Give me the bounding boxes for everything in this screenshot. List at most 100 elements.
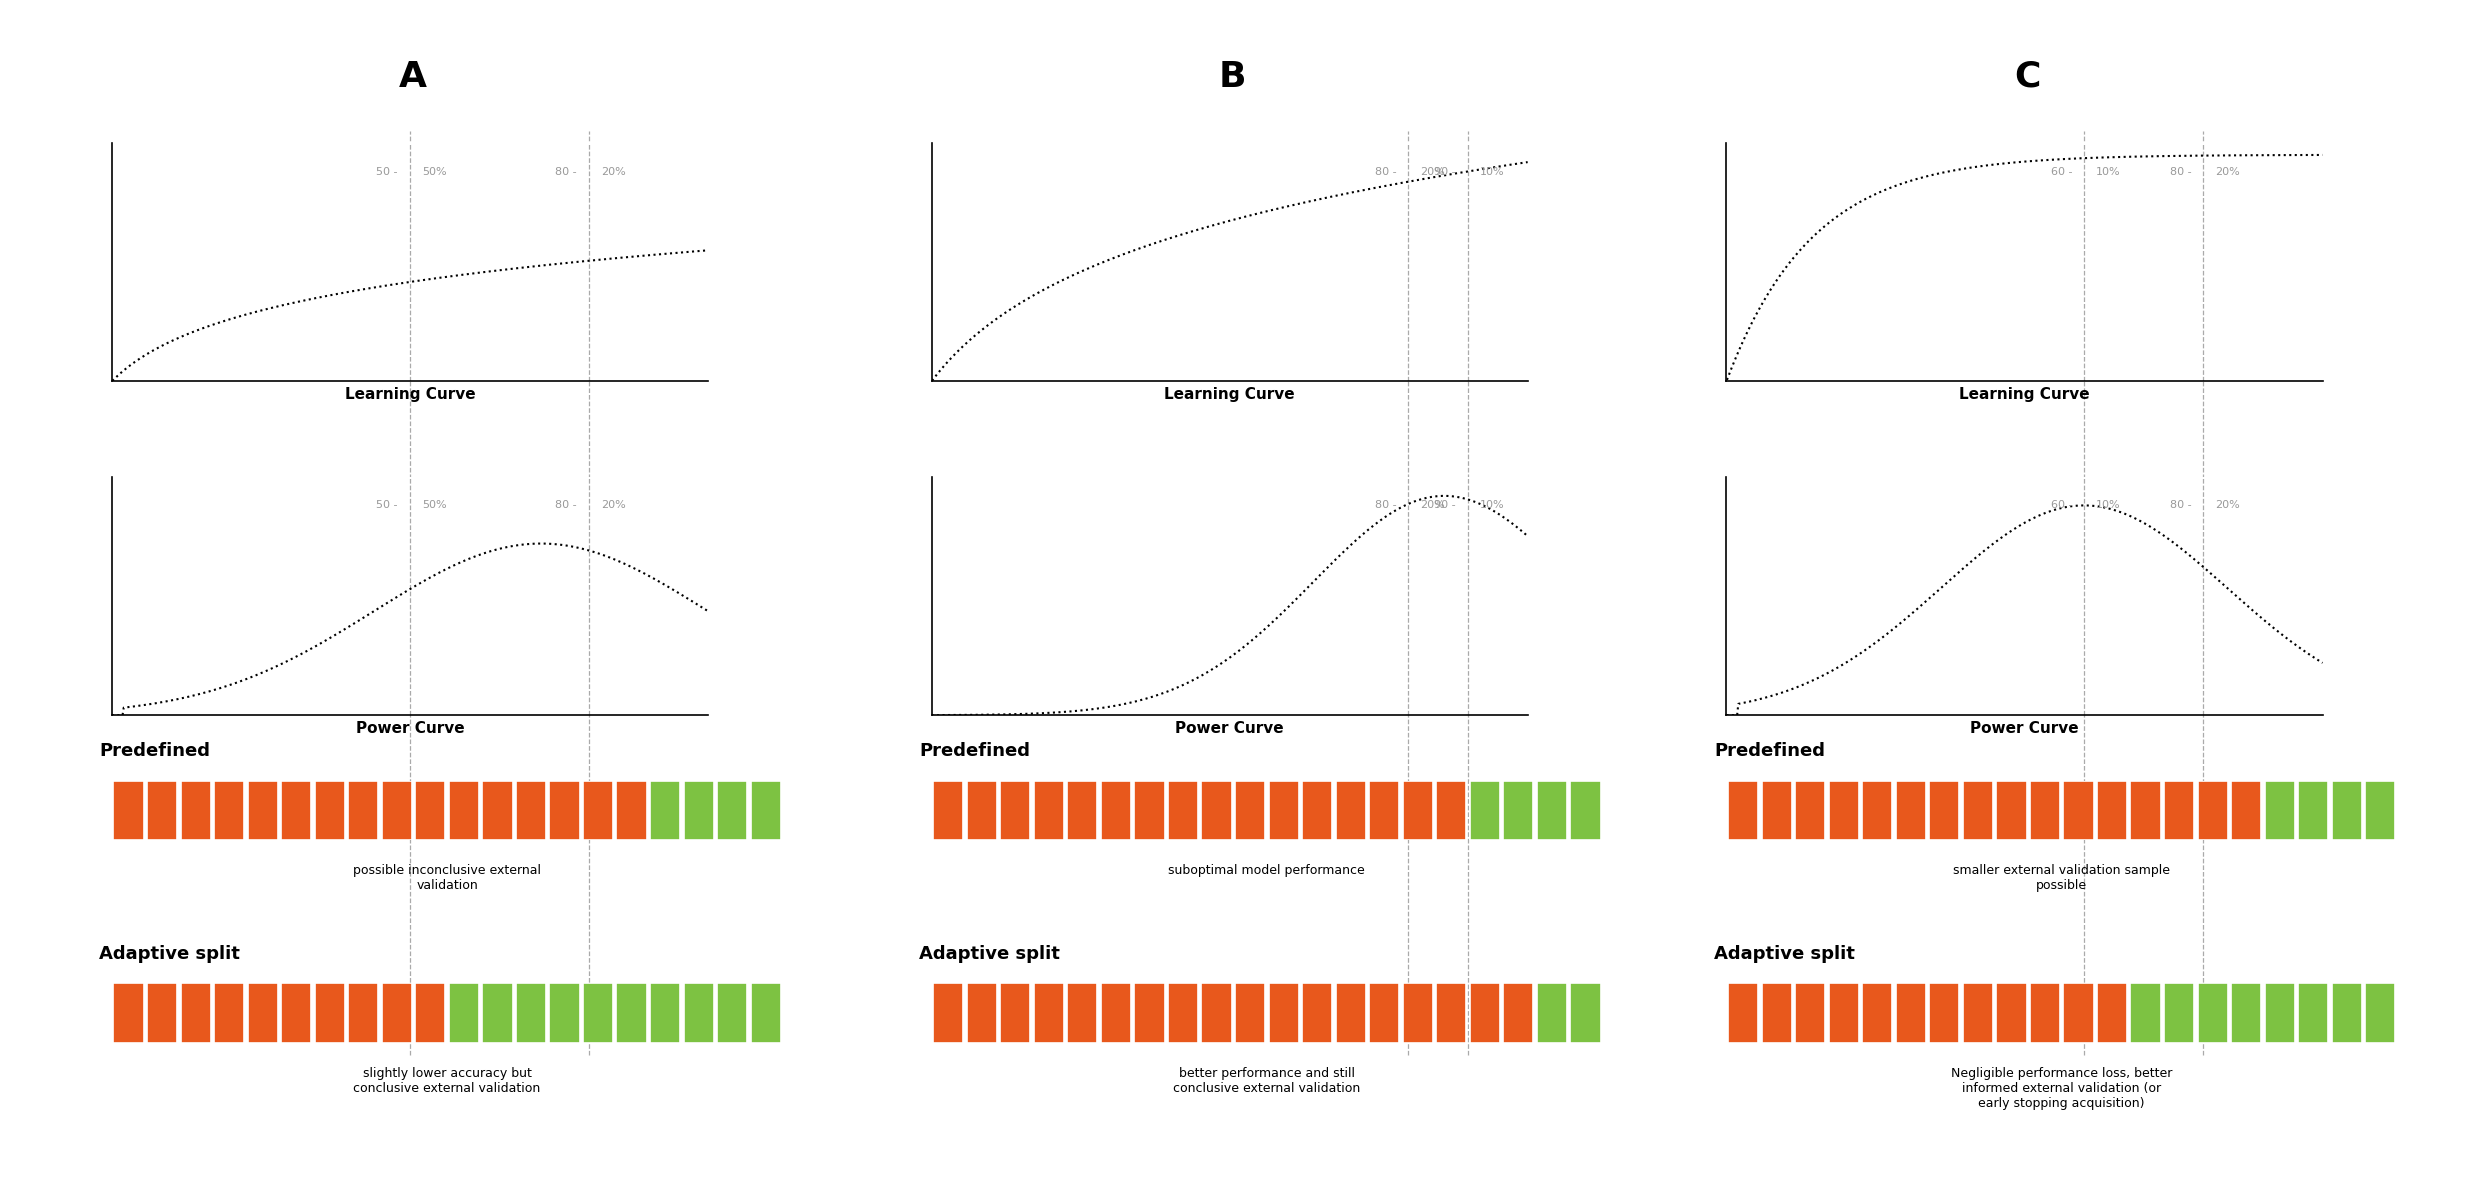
Bar: [2198, 781, 2228, 840]
Bar: [383, 781, 412, 840]
Bar: [1135, 781, 1165, 840]
X-axis label: Power Curve: Power Curve: [1175, 721, 1284, 735]
X-axis label: Power Curve: Power Curve: [355, 721, 465, 735]
Text: 20%: 20%: [1421, 167, 1446, 176]
Text: C: C: [2015, 60, 2039, 94]
Bar: [348, 983, 378, 1043]
Bar: [1001, 983, 1031, 1043]
Text: 20%: 20%: [601, 501, 626, 510]
Text: 50 -: 50 -: [378, 501, 397, 510]
Text: 10%: 10%: [1480, 501, 1505, 510]
Bar: [651, 983, 681, 1043]
Bar: [214, 781, 243, 840]
X-axis label: Learning Curve: Learning Curve: [1165, 387, 1294, 402]
Bar: [1761, 983, 1791, 1043]
Text: suboptimal model performance: suboptimal model performance: [1167, 864, 1366, 877]
Text: Adaptive split: Adaptive split: [919, 944, 1061, 963]
Bar: [2064, 983, 2094, 1043]
Bar: [1269, 983, 1299, 1043]
X-axis label: Learning Curve: Learning Curve: [345, 387, 474, 402]
Bar: [1100, 781, 1130, 840]
Text: possible inconclusive external
validation: possible inconclusive external validatio…: [353, 864, 542, 892]
Bar: [966, 983, 996, 1043]
Text: 80 -: 80 -: [2169, 167, 2191, 176]
Bar: [2298, 983, 2328, 1043]
Bar: [2164, 781, 2193, 840]
Bar: [1796, 983, 1826, 1043]
Text: 60 -: 60 -: [2052, 501, 2072, 510]
Bar: [2365, 781, 2395, 840]
Bar: [750, 983, 780, 1043]
Bar: [2198, 983, 2228, 1043]
Bar: [549, 781, 579, 840]
Bar: [348, 781, 378, 840]
Bar: [181, 983, 211, 1043]
Bar: [450, 983, 479, 1043]
Text: 80 -: 80 -: [554, 501, 576, 510]
Bar: [1135, 983, 1165, 1043]
Bar: [1962, 983, 1992, 1043]
Bar: [1068, 983, 1098, 1043]
Text: 10%: 10%: [2096, 501, 2121, 510]
Bar: [1369, 983, 1398, 1043]
Text: 50%: 50%: [422, 501, 447, 510]
Text: Predefined: Predefined: [1714, 741, 1826, 760]
Bar: [517, 781, 546, 840]
Text: better performance and still
conclusive external validation: better performance and still conclusive …: [1172, 1067, 1361, 1094]
Bar: [2298, 781, 2328, 840]
Text: Predefined: Predefined: [919, 741, 1031, 760]
Bar: [1336, 781, 1366, 840]
Bar: [1895, 983, 1925, 1043]
Bar: [281, 983, 310, 1043]
Text: 80 -: 80 -: [2169, 501, 2191, 510]
Bar: [2365, 983, 2395, 1043]
X-axis label: Power Curve: Power Curve: [1970, 721, 2079, 735]
Bar: [549, 983, 579, 1043]
Text: 80 -: 80 -: [554, 167, 576, 176]
Text: 20%: 20%: [1421, 501, 1446, 510]
Bar: [1761, 781, 1791, 840]
Bar: [1729, 781, 1759, 840]
Bar: [1033, 983, 1063, 1043]
Bar: [1436, 781, 1466, 840]
Text: 50 -: 50 -: [378, 167, 397, 176]
Bar: [482, 983, 512, 1043]
Bar: [1863, 983, 1893, 1043]
Bar: [934, 781, 964, 840]
Bar: [147, 983, 176, 1043]
Bar: [2096, 781, 2126, 840]
Bar: [1302, 781, 1331, 840]
Bar: [315, 781, 345, 840]
Bar: [1570, 781, 1600, 840]
Bar: [214, 983, 243, 1043]
Bar: [1895, 781, 1925, 840]
Text: 20%: 20%: [2216, 501, 2241, 510]
Bar: [1570, 983, 1600, 1043]
Bar: [1828, 983, 1858, 1043]
Bar: [718, 983, 748, 1043]
Bar: [315, 983, 345, 1043]
Bar: [1269, 781, 1299, 840]
Bar: [2265, 983, 2295, 1043]
X-axis label: Learning Curve: Learning Curve: [1960, 387, 2089, 402]
Bar: [248, 781, 278, 840]
Bar: [1068, 781, 1098, 840]
Bar: [1729, 983, 1759, 1043]
Bar: [482, 781, 512, 840]
Text: 10%: 10%: [1480, 167, 1505, 176]
Bar: [1202, 781, 1232, 840]
Bar: [2164, 983, 2193, 1043]
Bar: [1503, 781, 1533, 840]
Bar: [517, 983, 546, 1043]
Bar: [1930, 781, 1960, 840]
Text: slightly lower accuracy but
conclusive external validation: slightly lower accuracy but conclusive e…: [353, 1067, 542, 1094]
Bar: [1369, 781, 1398, 840]
Bar: [1930, 983, 1960, 1043]
Bar: [616, 983, 646, 1043]
Bar: [1828, 781, 1858, 840]
Bar: [1538, 983, 1567, 1043]
Bar: [181, 781, 211, 840]
Text: Adaptive split: Adaptive split: [99, 944, 241, 963]
Bar: [2231, 983, 2260, 1043]
Text: 50%: 50%: [422, 167, 447, 176]
